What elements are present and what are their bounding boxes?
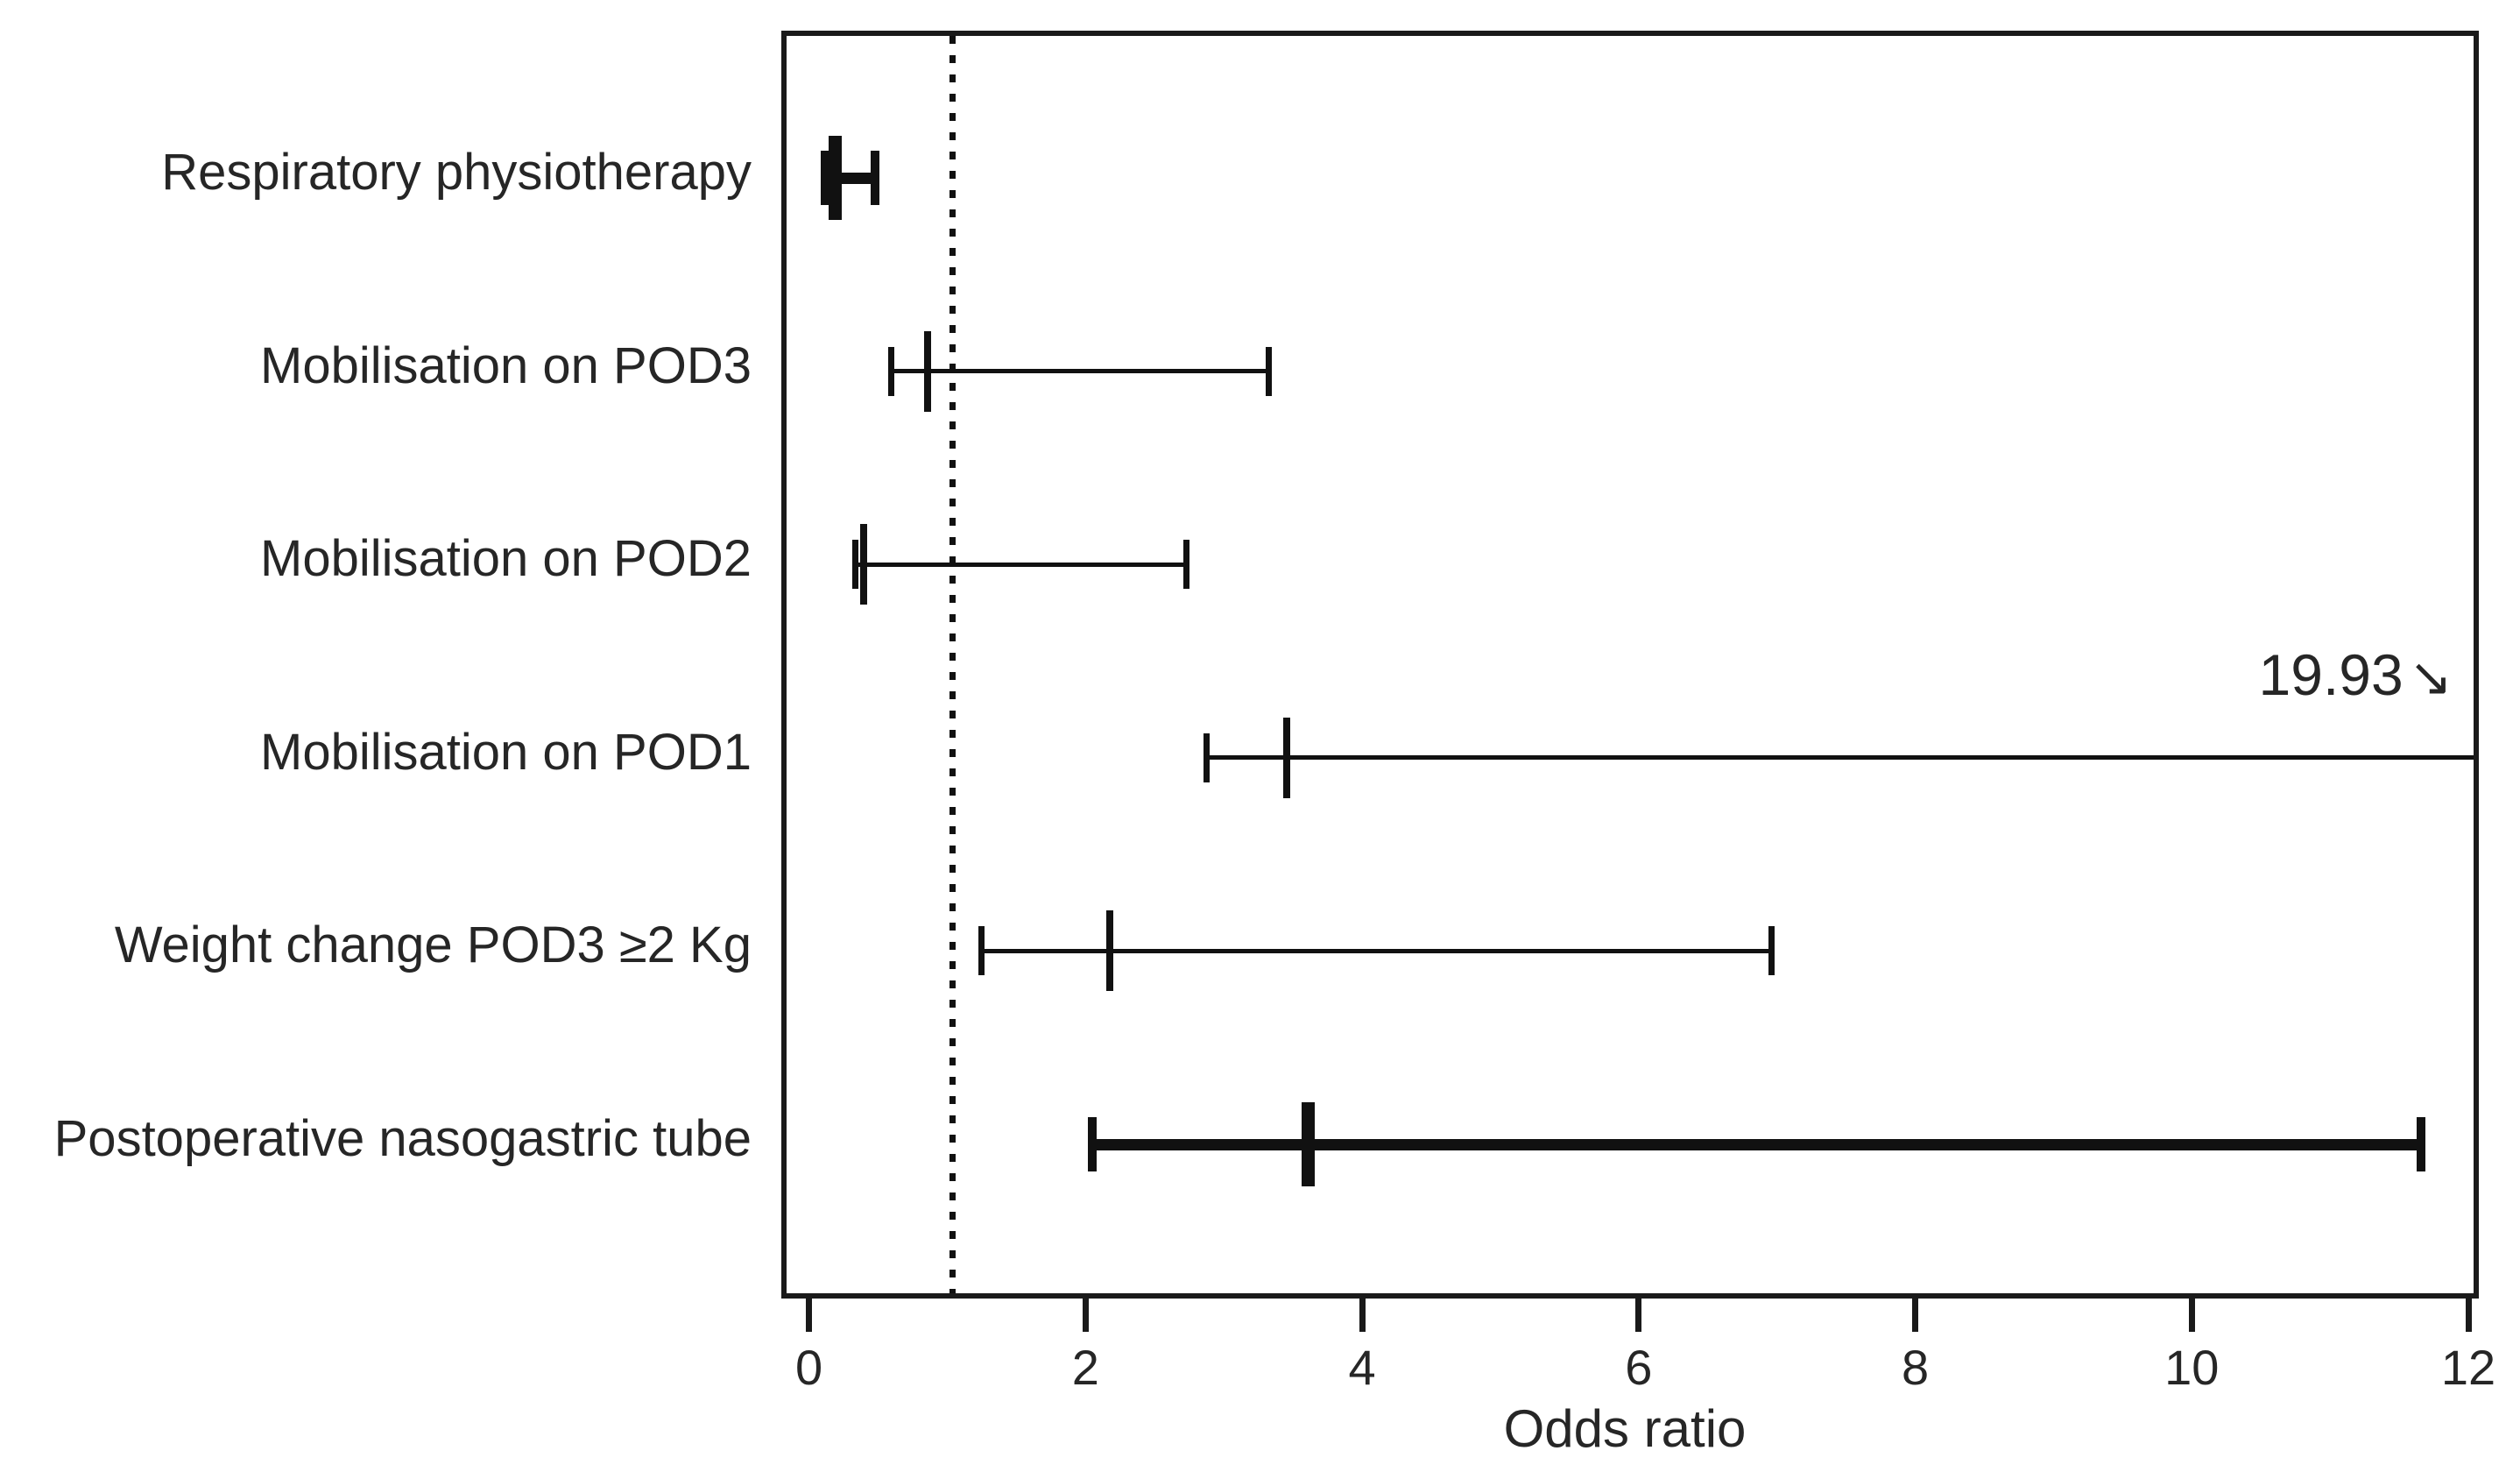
reference-line-or-1 [949,36,956,1293]
annotation-value: 19.93 [2258,641,2404,707]
y-axis-category-label: Postoperative nasogastric tube [53,1110,752,1168]
odds-ratio-marker [860,524,868,605]
ci-line [1091,1138,2421,1150]
ci-cap-left [1204,732,1211,782]
y-axis-category-label: Mobilisation on POD1 [260,723,752,781]
ci-line [891,369,1269,374]
ci-cap-right [1266,346,1273,396]
y-axis-category-label: Mobilisation on POD2 [260,530,752,588]
x-axis-tick-label: 10 [2164,1340,2220,1395]
odds-ratio-marker [1283,717,1291,798]
x-axis-tick-label: 4 [1348,1340,1376,1395]
ci-cap-right [1182,540,1189,590]
ci-cap-left [888,346,895,396]
x-axis-tick [1912,1293,1919,1332]
ci-cap-right [871,151,880,205]
x-axis-tick-label: 12 [2440,1340,2496,1395]
x-axis-tick [806,1293,813,1332]
ci-cap-left [1087,1117,1097,1172]
ci-cap-left [852,540,859,590]
y-axis-category-label: Mobilisation on POD3 [260,336,752,394]
ci-cap-right [1768,926,1775,976]
x-axis-tick-label: 8 [1901,1340,1930,1395]
x-axis-tick [1635,1293,1642,1332]
ci-clipped-annotation: 19.93 ↘ [2259,641,2453,708]
ci-cap-right [2417,1117,2425,1172]
ci-line [855,562,1187,567]
y-axis-category-label: Respiratory physiotherapy [161,144,752,201]
x-axis-tick-label: 0 [794,1340,823,1395]
odds-ratio-marker [924,330,932,412]
x-axis-tick [2465,1293,2472,1332]
x-axis-tick [1359,1293,1366,1332]
x-axis-tick-label: 6 [1625,1340,1653,1395]
x-axis-label: Odds ratio [1503,1399,1747,1458]
x-axis-tick-label: 2 [1071,1340,1099,1395]
odds-ratio-marker [828,136,842,220]
plot-area: 19.93 ↘ [781,31,2479,1299]
ci-line [981,948,1772,953]
ci-cap-left [978,926,985,976]
y-axis-category-label: Weight change POD3 ≥2 Kg [114,917,752,974]
arrow-down-right-icon: ↘ [2408,647,2453,706]
odds-ratio-marker [1106,910,1114,992]
odds-ratio-marker [1301,1102,1315,1187]
x-axis-tick [1082,1293,1089,1332]
ci-line [1206,755,2474,761]
x-axis-tick [2188,1293,2195,1332]
ci-cap-left [821,151,830,205]
